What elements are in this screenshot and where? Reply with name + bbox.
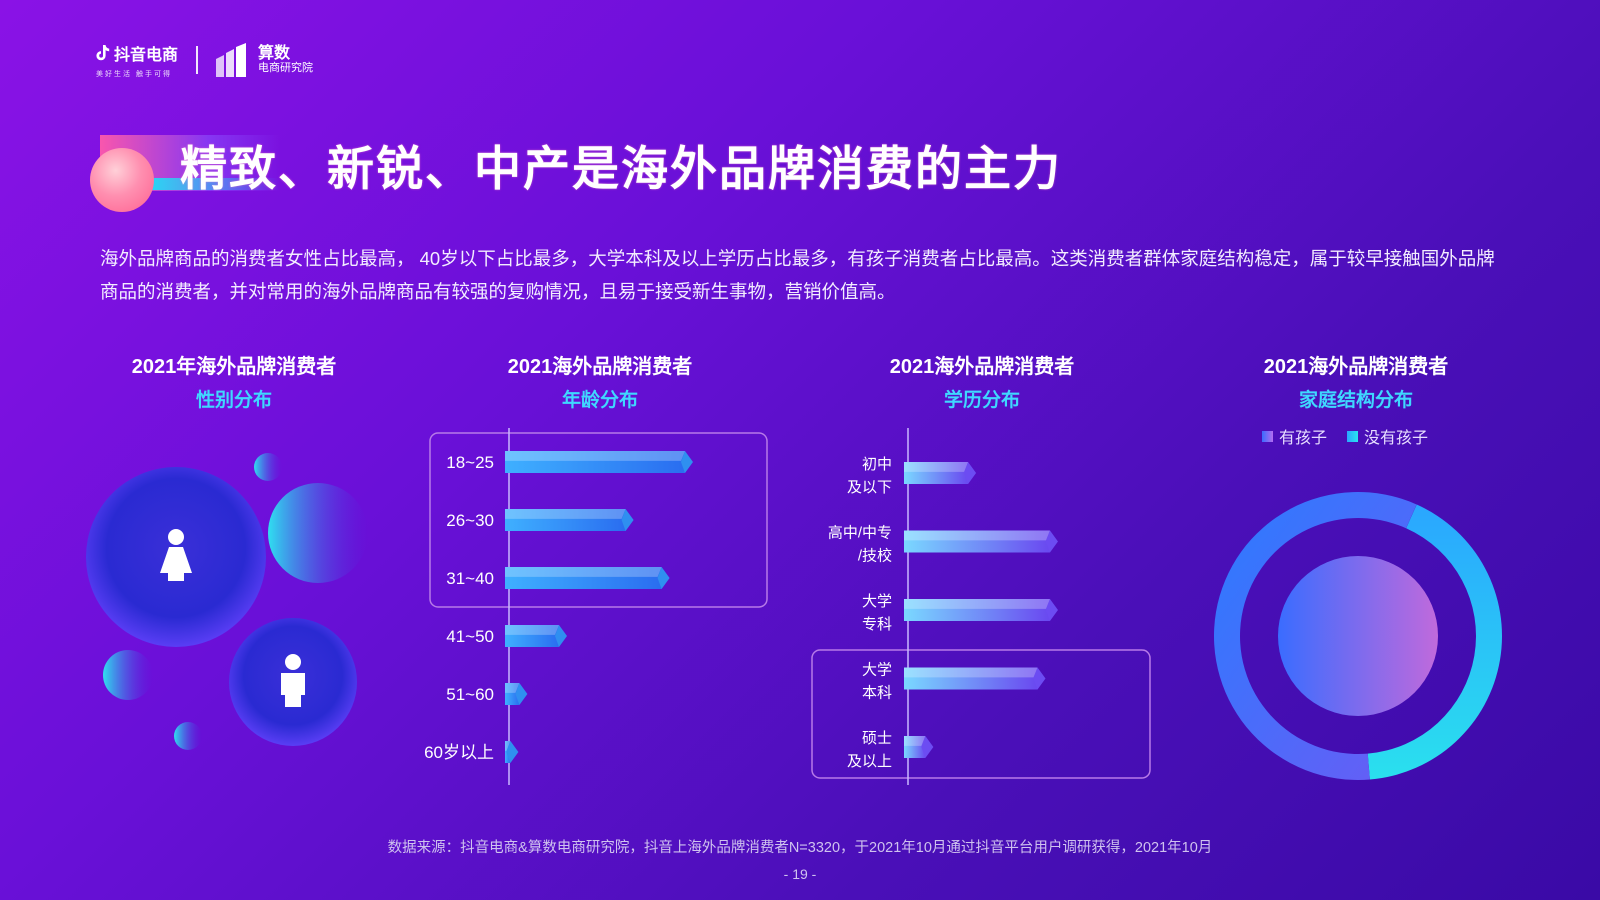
age-bar [505, 509, 634, 531]
family-legend: 有孩子 没有孩子 [1262, 424, 1428, 448]
douyin-ecommerce-logo: 抖音电商 美好生活 触手可得 [96, 41, 178, 79]
header-logos: 抖音电商 美好生活 触手可得 算数 电商研究院 [96, 40, 313, 80]
legend-label: 有孩子 [1279, 430, 1328, 447]
education-category-label: 硕士 [862, 730, 892, 747]
education-category-label: 高中/中专 [828, 525, 892, 542]
education-bar [904, 667, 1046, 690]
age-bar [505, 741, 519, 763]
age-bar [505, 625, 567, 647]
title-decoration-ball [90, 148, 154, 212]
age-highlight-box [429, 432, 768, 608]
brand-a-name: 抖音电商 [114, 47, 179, 64]
gender-chart-title-line1: 2021年海外品牌消费者 [131, 356, 337, 378]
age-chart-subtitle: 年龄分布 [561, 390, 638, 411]
legend-swatch [1347, 430, 1359, 442]
data-source-note: 数据来源：抖音电商&算数电商研究院，抖音上海外品牌消费者N=3320，于2021… [387, 840, 1213, 856]
education-category-label: 专科 [862, 616, 892, 633]
legend-item-with-children: 有孩子 [1262, 424, 1327, 448]
age-bar [505, 567, 670, 589]
age-bar [505, 683, 528, 705]
age-category-label: 18~25 [446, 453, 494, 472]
donut-inner-disk [1278, 556, 1438, 716]
education-bar [904, 462, 977, 484]
gender-bubble-chart [86, 453, 368, 750]
page-title: 精致、新锐、中产是海外品牌消费的主力 [180, 142, 1062, 195]
education-category-label: 本科 [862, 685, 892, 702]
age-category-label: 60岁以上 [424, 743, 494, 762]
family-donut-chart [1213, 491, 1502, 780]
family-chart-subtitle: 家庭结构分布 [1298, 390, 1413, 411]
legend-item-without-children: 没有孩子 [1347, 424, 1428, 448]
education-highlight-box [811, 649, 1151, 779]
donut-slice-with-children [1213, 491, 1417, 780]
education-category-label: 大学 [862, 593, 892, 610]
education-category-label: 初中 [862, 456, 892, 473]
logo-divider [196, 46, 199, 74]
family-chart-title-line1: 2021海外品牌消费者 [1263, 356, 1449, 378]
age-category-label: 51~60 [446, 685, 494, 704]
age-category-label: 41~50 [446, 627, 494, 646]
donut-slice-without-children [1367, 504, 1502, 780]
education-category-label: /技校 [858, 548, 892, 565]
male-icon [281, 654, 305, 707]
decor-bubble [254, 453, 282, 481]
education-category-label: 及以上 [847, 753, 892, 770]
age-category-label: 31~40 [446, 569, 494, 588]
education-category-label: 大学 [862, 662, 892, 679]
age-chart-title: 2021海外品牌消费者 年龄分布 [450, 350, 750, 412]
brand-b-line2: 电商研究院 [258, 62, 314, 74]
education-bar [904, 736, 934, 758]
education-chart-subtitle: 学历分布 [943, 390, 1020, 411]
family-chart-title: 2021海外品牌消费者 家庭结构分布 [1206, 350, 1506, 412]
female-icon [160, 529, 192, 581]
douyin-note-icon [96, 45, 110, 61]
age-bar [505, 451, 693, 473]
education-category-label: 及以下 [847, 479, 892, 496]
age-category-label: 26~30 [446, 511, 494, 530]
age-chart-title-line1: 2021海外品牌消费者 [507, 356, 693, 378]
education-chart-title: 2021海外品牌消费者 学历分布 [832, 350, 1132, 412]
suanshu-bars-icon [216, 43, 247, 77]
decor-bubble [103, 650, 153, 700]
suanshu-logo: 算数 电商研究院 [216, 43, 313, 77]
brand-a-tagline: 美好生活 触手可得 [96, 71, 172, 78]
gender-chart-subtitle: 性别分布 [195, 390, 272, 411]
decor-bubble [174, 722, 202, 750]
gender-chart-title: 2021年海外品牌消费者 性别分布 [84, 350, 384, 412]
decor-bubble [268, 483, 368, 583]
education-chart-title-line1: 2021海外品牌消费者 [889, 356, 1075, 378]
education-bar [904, 530, 1058, 553]
brand-b-line1: 算数 [258, 45, 291, 62]
title-decoration-underline [150, 178, 280, 190]
intro-paragraph: 海外品牌商品的消费者女性占比最高， 40岁以下占比最多，大学本科及以上学历占比最… [100, 248, 1495, 302]
education-bar [904, 599, 1058, 621]
page-number: - 19 - [783, 866, 817, 882]
legend-label: 没有孩子 [1364, 430, 1429, 447]
legend-swatch [1262, 430, 1273, 442]
age-bar-chart: 18~25 26~30 31~40 41~50 51~60 60岁以上 [424, 428, 768, 785]
